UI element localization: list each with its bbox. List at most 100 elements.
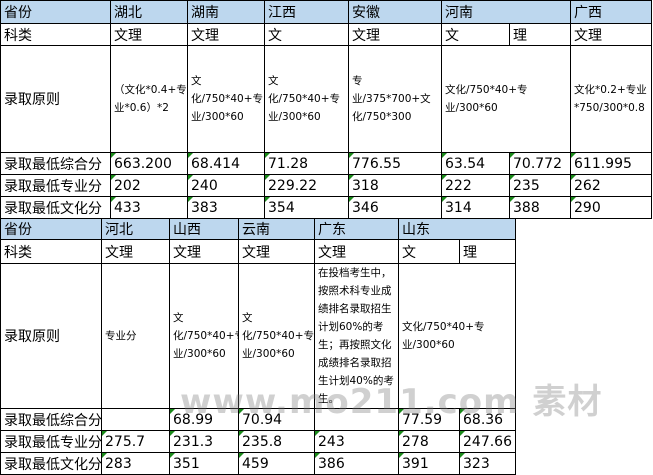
row-min_major: 录取最低专业分 275.7 231.3 235.8 243 278 247.66 [0,430,516,453]
score-cell[interactable]: 611.995 [570,152,652,175]
province-cell[interactable]: 河北 [101,218,170,240]
score-cell[interactable]: 235 [509,174,571,197]
category-cell[interactable]: 文理 [101,239,170,264]
rule-cell[interactable]: 文化/750*40+专业/300*60 [398,263,516,409]
province-cell[interactable]: 云南 [238,218,315,240]
score-cell[interactable]: 383 [187,196,265,219]
category-cell[interactable]: 文 [398,239,460,264]
rule-cell[interactable]: 专业分 [101,263,170,409]
category-cell[interactable]: 文理 [348,23,442,46]
row-label[interactable]: 录取原则 [0,45,111,153]
category-cell[interactable]: 文 [264,23,349,46]
score-cell[interactable]: 314 [441,196,510,219]
score-cell[interactable] [101,408,170,431]
category-cell[interactable]: 文理 [187,23,265,46]
score-cell[interactable]: 391 [398,452,460,475]
score-cell[interactable]: 63.54 [441,152,510,175]
score-cell[interactable]: 222 [441,174,510,197]
province-cell[interactable]: 湖南 [187,0,265,24]
category-cell[interactable]: 文理 [238,239,315,264]
score-cell[interactable]: 235.8 [238,430,315,453]
province-cell[interactable]: 江西 [264,0,349,24]
row-label[interactable]: 录取最低文化分 [0,452,102,475]
row-label[interactable]: 科类 [0,23,111,46]
score-cell[interactable]: 70.94 [238,408,315,431]
row-label[interactable]: 省份 [0,218,102,240]
score-cell[interactable]: 262 [570,174,652,197]
category-cell[interactable]: 文 [441,23,510,46]
row-rule: 录取原则 专业分 文化/750*40+专业/300*60 文化/750*40+专业/3… [0,263,516,409]
province-cell[interactable]: 山东 [398,218,516,240]
score-cell[interactable]: 231.3 [169,430,239,453]
score-cell[interactable]: 346 [348,196,442,219]
score-cell[interactable]: 68.36 [459,408,516,431]
province-cell[interactable]: 湖北 [110,0,188,24]
row-category: 科类 文理 文理文文理文理文理 [0,23,652,46]
rule-cell[interactable]: （文化*0.4+专业*0.6）*2 [110,45,188,153]
rule-cell[interactable]: 文化/750*40+专业/300*60 [264,45,349,153]
row-category: 科类 文理 文理 文理 文理文理 [0,239,516,264]
row-label[interactable]: 录取最低专业分 [0,174,111,197]
category-cell[interactable]: 文理 [110,23,188,46]
row-label[interactable]: 录取最低综合分 [0,152,111,175]
score-cell[interactable]: 243 [314,430,399,453]
score-cell[interactable]: 202 [110,174,188,197]
category-cell[interactable]: 文理 [169,239,239,264]
row-label[interactable]: 录取最低文化分 [0,196,111,219]
rule-cell[interactable]: 专业/375*700+文化/750*300 [348,45,442,153]
score-cell[interactable]: 70.772 [509,152,571,175]
province-cell[interactable]: 山西 [169,218,239,240]
score-cell[interactable]: 77.59 [398,408,460,431]
score-cell[interactable]: 68.414 [187,152,265,175]
score-cell[interactable]: 240 [187,174,265,197]
province-cell[interactable]: 安徽 [348,0,442,24]
row-province: 省份 湖北 湖南 江西 安徽 河南 广西 [0,0,652,24]
province-cell[interactable]: 广东 [314,218,399,240]
score-cell[interactable]: 278 [398,430,460,453]
province-cell[interactable]: 广西 [570,0,652,24]
score-cell[interactable]: 354 [264,196,349,219]
score-cell[interactable]: 459 [238,452,315,475]
rule-cell[interactable]: 文化/750*40+专业/300*60 [169,263,239,409]
row-min_total: 录取最低综合分 663.200 68.414 71.28 776.55 63.54 70.7… [0,152,652,175]
province-cell[interactable]: 河南 [441,0,571,24]
score-cell[interactable]: 323 [459,452,516,475]
score-cell[interactable]: 275.7 [101,430,170,453]
rule-cell[interactable]: 文化/750*40+专业/300*60 [441,45,571,153]
row-rule: 录取原则 （文化*0.4+专业*0.6）*2 文化/750*40+专业/300*60… [0,45,652,153]
category-cell[interactable]: 理 [509,23,571,46]
score-cell[interactable]: 283 [101,452,170,475]
rule-cell[interactable]: 文化*0.2+专业*750/300*0.8 [570,45,652,153]
row-min_culture: 录取最低文化分 433 383 354 346 314 388 290 [0,196,652,219]
category-cell[interactable]: 文理 [314,239,399,264]
row-label[interactable]: 科类 [0,239,102,264]
rule-cell[interactable]: 在投档考生中，按照术科专业成绩排名录取招生计划60%的考生；再按照文化成绩排名录… [314,263,399,409]
row-label[interactable]: 录取原则 [0,263,102,409]
category-cell[interactable]: 文理 [570,23,652,46]
score-cell[interactable]: 229.22 [264,174,349,197]
score-cell[interactable]: 388 [509,196,571,219]
row-label[interactable]: 录取最低综合分 [0,408,102,431]
row-min_culture: 录取最低文化分 283 351 459 386 391 323 [0,452,516,475]
row-province: 省份 河北 山西 云南 广东 山东 [0,218,516,240]
admission-table-2: 省份 河北 山西 云南 广东 山东 科类 文理 文理 文理 文理文理录取原则 专业分 文化/750*40… [0,218,516,475]
category-cell[interactable]: 理 [459,239,516,264]
admission-table-1: 省份 湖北 湖南 江西 安徽 河南 广西 科类 文理 文理文文理文理文理 录取原则 （文化*0.4+专… [0,0,652,219]
score-cell[interactable]: 318 [348,174,442,197]
score-cell[interactable]: 68.99 [169,408,239,431]
row-label[interactable]: 省份 [0,0,111,24]
score-cell[interactable]: 776.55 [348,152,442,175]
score-cell[interactable]: 433 [110,196,188,219]
score-cell[interactable]: 386 [314,452,399,475]
row-min_total: 录取最低综合分 68.99 70.94 77.59 68.36 [0,408,516,431]
score-cell[interactable]: 247.66 [459,430,516,453]
rule-cell[interactable]: 文化/750*40+专业/300*60 [187,45,265,153]
score-cell[interactable]: 351 [169,452,239,475]
score-cell[interactable]: 71.28 [264,152,349,175]
score-cell[interactable]: 663.200 [110,152,188,175]
score-cell[interactable]: 290 [570,196,652,219]
row-label[interactable]: 录取最低专业分 [0,430,102,453]
score-cell[interactable] [314,408,399,431]
row-min_major: 录取最低专业分 202 240 229.22 318 222 235 262 [0,174,652,197]
rule-cell[interactable]: 文化/750*40+专业/300*60 [238,263,315,409]
